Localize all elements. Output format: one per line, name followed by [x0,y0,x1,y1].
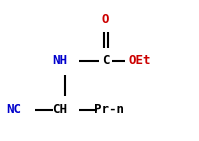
Text: CH: CH [52,103,67,116]
Text: C: C [102,54,109,67]
Text: OEt: OEt [128,54,151,67]
Text: NH: NH [52,54,67,67]
Text: O: O [102,13,109,26]
Text: Pr-n: Pr-n [95,103,124,116]
Text: NC: NC [6,103,21,116]
